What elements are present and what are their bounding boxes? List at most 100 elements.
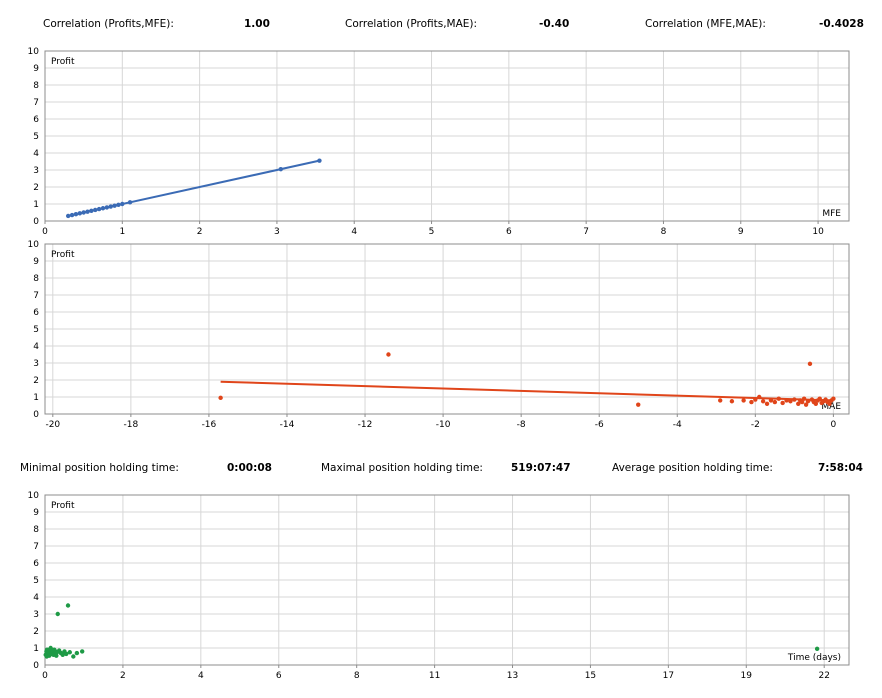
stat-min-holding-value: 0:00:08: [227, 462, 272, 474]
chart3-point: [74, 650, 80, 656]
chart1-point: [278, 166, 283, 172]
stat-corr-mfe-mae-value: -0.4028: [819, 18, 864, 30]
chart1-point: [73, 212, 79, 217]
chart2-ytick-label: 10: [28, 240, 40, 250]
chart3-ylabel: Profit: [51, 501, 75, 511]
chart1-xtick-label: 3: [274, 227, 280, 237]
chart1-xtick-label: 0: [42, 227, 48, 237]
stat-corr-profit-mae-label: Correlation (Profits,MAE):: [345, 18, 478, 30]
chart2-point: [803, 402, 809, 407]
chart1-xtick-label: 10: [812, 227, 824, 237]
chart3-ytick-label: 7: [33, 542, 39, 552]
chart1-xtick-label: 5: [429, 227, 435, 237]
chart3-ytick-label: 2: [33, 627, 39, 637]
chart2-point: [218, 395, 223, 401]
chart1-frame: [44, 50, 850, 222]
chart2-frame: [44, 243, 850, 415]
chart3-point: [65, 603, 71, 608]
stat-corr-profit-mfe-label: Correlation (Profits,MFE):: [43, 18, 174, 30]
chart3-xtick-label: 8: [354, 671, 360, 681]
chart3-xtick-label: 17: [663, 671, 674, 681]
chart2-point: [784, 398, 789, 403]
chart2-ytick-label: 2: [33, 376, 39, 386]
chart2-point: [796, 401, 801, 406]
chart3-xtick-label: 13: [507, 671, 518, 681]
chart2-ytick-label: 1: [33, 393, 39, 403]
chart3-ytick-label: 8: [33, 525, 39, 535]
chart1-point: [120, 201, 125, 207]
chart2-point: [772, 399, 778, 405]
chart3-xtick-label: 11: [429, 671, 440, 681]
chart1-xtick-label: 1: [119, 227, 125, 237]
chart3-ytick-label: 3: [33, 610, 39, 620]
chart2-point: [805, 399, 811, 404]
chart2-xtick-label: -6: [595, 420, 604, 430]
chart2-xtick-label: -18: [124, 420, 139, 430]
chart1-point: [127, 200, 133, 205]
chart2-point: [729, 399, 735, 404]
stat-corr-profit-mae-value: -0.40: [539, 18, 570, 30]
chart3-ytick-label: 1: [33, 644, 39, 654]
chart2-ylabel: Profit: [51, 250, 75, 260]
chart2-point: [386, 352, 391, 357]
stat-avg-holding-label: Average position holding time:: [612, 462, 773, 474]
chart2-point: [776, 396, 781, 401]
stat-max-holding-value: 519:07:47: [511, 462, 571, 474]
chart2-xtick-label: -2: [751, 420, 760, 430]
chart1-ylabel: Profit: [51, 57, 75, 67]
chart3-ytick-label: 10: [28, 491, 40, 501]
chart2-point: [807, 361, 813, 367]
chart2-point: [741, 398, 746, 403]
chart3-point: [48, 645, 53, 651]
chart3-xlabel: Time (days): [787, 653, 841, 663]
chart3-point: [54, 653, 59, 658]
chart3-xtick-label: 22: [818, 671, 829, 681]
chart2-ytick-label: 9: [33, 257, 39, 267]
chart2-xtick-label: -12: [358, 420, 373, 430]
chart2-ytick-label: 7: [33, 291, 39, 301]
chart1-xtick-label: 4: [351, 227, 357, 237]
chart3-ytick-label: 4: [33, 593, 39, 603]
chart2-point: [817, 396, 822, 401]
chart3-point: [814, 646, 820, 652]
chart1-ytick-label: 2: [33, 183, 39, 193]
chart1-ytick-label: 3: [33, 166, 39, 176]
chart1-point: [69, 212, 75, 218]
chart1-xtick-label: 6: [506, 227, 512, 237]
chart2-ytick-label: 6: [33, 308, 39, 318]
chart2-point: [799, 399, 805, 405]
chart2-xtick-label: -20: [45, 420, 60, 430]
chart1-point: [100, 206, 106, 211]
chart2-point: [749, 399, 754, 405]
chart1-xtick-label: 7: [583, 227, 589, 237]
stat-corr-profit-mfe-value: 1.00: [244, 18, 270, 30]
chart1-point: [77, 211, 82, 216]
chart1-xtick-label: 2: [197, 227, 203, 237]
stat-avg-holding-value: 7:58:04: [818, 462, 863, 474]
chart1-point: [89, 208, 94, 213]
chart2-point: [813, 401, 819, 406]
chart3-point: [55, 611, 60, 617]
chart1-ytick-label: 5: [33, 132, 39, 142]
chart3-point: [67, 650, 72, 655]
chart1-ytick-label: 1: [33, 200, 39, 210]
chart2-point: [764, 401, 770, 406]
chart3-ytick-label: 9: [33, 508, 39, 518]
chart1-point: [108, 204, 113, 209]
chart1-ytick-label: 6: [33, 115, 39, 125]
chart1-ytick-label: 9: [33, 64, 39, 74]
stat-min-holding-label: Minimal position holding time:: [20, 462, 179, 474]
chart1-ytick-label: 0: [33, 217, 39, 227]
chart2-ytick-label: 4: [33, 342, 39, 352]
chart2-xtick-label: -4: [673, 420, 682, 430]
chart2-point: [780, 400, 785, 406]
chart2-point: [753, 397, 758, 402]
chart1-point: [81, 210, 86, 215]
chart1-ytick-label: 8: [33, 81, 39, 91]
chart2-point: [792, 397, 797, 402]
chart3-ytick-label: 6: [33, 559, 39, 569]
chart2-ytick-label: 5: [33, 325, 39, 335]
chart1-ytick-label: 7: [33, 98, 39, 108]
chart3-point: [71, 654, 76, 659]
